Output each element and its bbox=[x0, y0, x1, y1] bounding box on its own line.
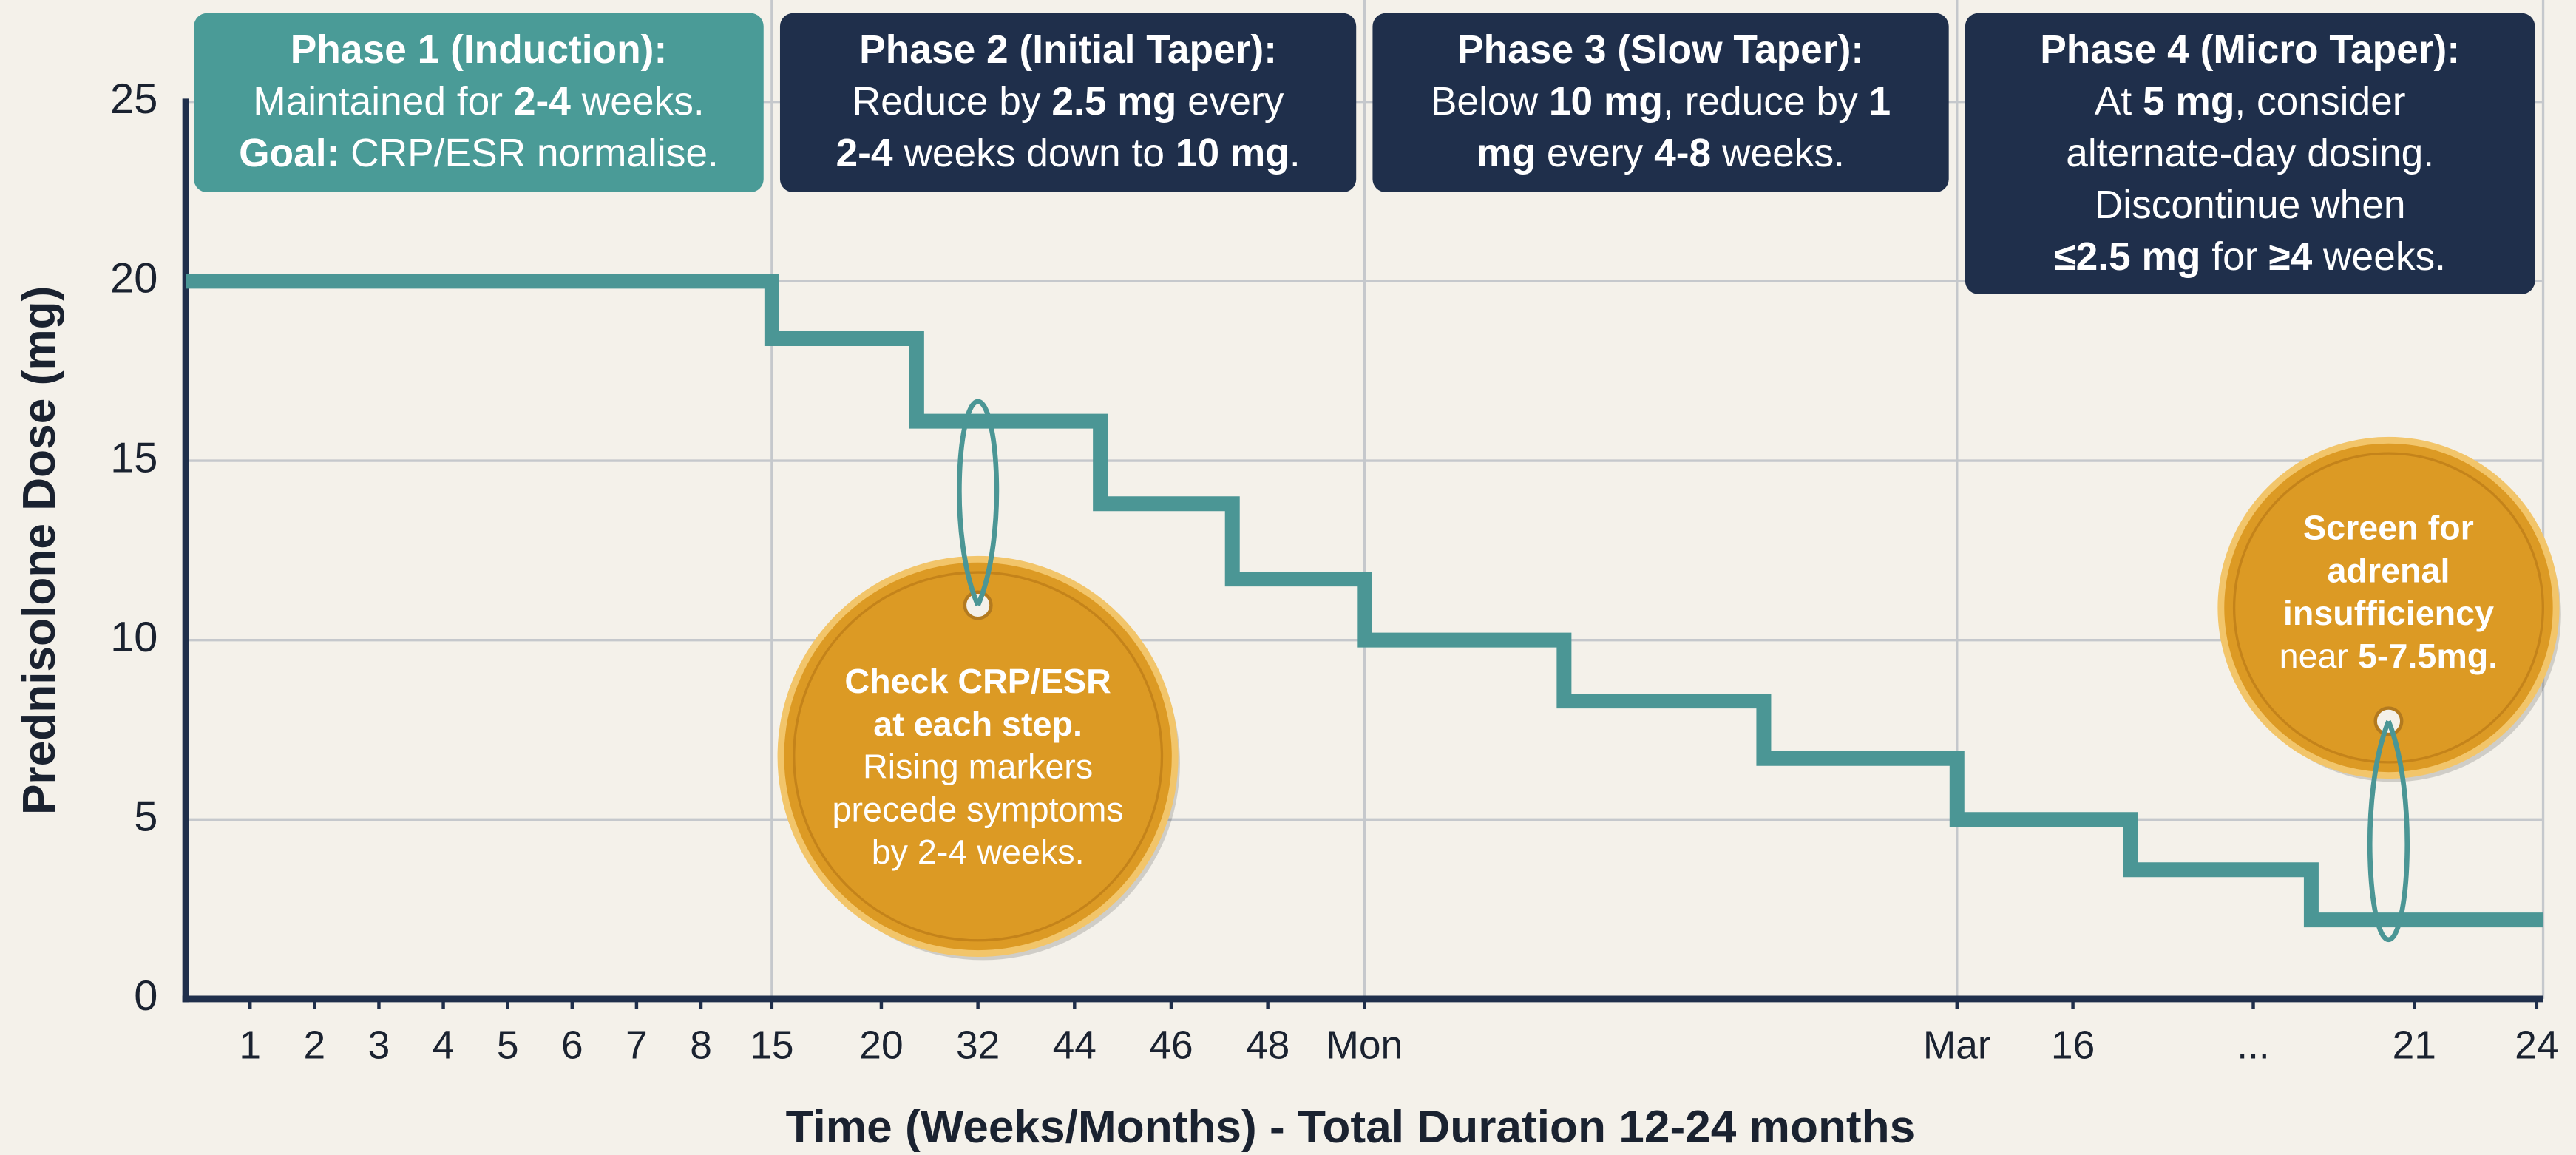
text-run: 5 mg bbox=[2143, 80, 2234, 123]
text-run: every bbox=[1176, 80, 1284, 123]
x-tick-label: 7 bbox=[626, 1024, 648, 1068]
text-line: 2-4 weeks down to 10 mg. bbox=[835, 132, 1300, 175]
text-line: Rising markers bbox=[863, 748, 1093, 786]
text-run: 4-8 bbox=[1654, 132, 1711, 175]
text-line: Check CRP/ESR bbox=[844, 662, 1111, 700]
text-line: precede symptoms bbox=[833, 790, 1124, 829]
text-run: 2-4 bbox=[835, 132, 892, 175]
x-tick-label: 46 bbox=[1149, 1024, 1193, 1068]
tag-hole bbox=[965, 592, 992, 619]
text-run: 1 bbox=[1869, 80, 1891, 123]
x-tick-label: 6 bbox=[561, 1024, 583, 1068]
x-tick-label: 2 bbox=[304, 1024, 326, 1068]
text-run: At bbox=[2095, 80, 2143, 123]
y-tick-label: 25 bbox=[110, 75, 157, 123]
phase-box: Phase 2 (Initial Taper): Reduce by 2.5 mg… bbox=[780, 13, 1356, 192]
x-tick-label: 8 bbox=[690, 1024, 712, 1068]
text-line: Goal: CRP/ESR normalise. bbox=[239, 132, 719, 175]
text-line: At 5 mg, consider bbox=[2095, 80, 2406, 123]
text-run: , consider bbox=[2234, 80, 2405, 123]
x-tick-label: 21 bbox=[2393, 1024, 2436, 1068]
text-run: by 2-4 weeks. bbox=[872, 833, 1085, 872]
phase-title: Phase 4 (Micro Taper): bbox=[2040, 28, 2460, 72]
phase-box: Phase 4 (Micro Taper): At 5 mg, consider a… bbox=[1965, 13, 2535, 294]
x-tick-label: 5 bbox=[497, 1024, 519, 1068]
text-run: Check CRP/ESR bbox=[844, 662, 1111, 700]
text-run: 10 mg bbox=[1176, 132, 1289, 175]
x-tick-label: Mar bbox=[1923, 1024, 1991, 1068]
text-run: Maintained for bbox=[253, 80, 514, 123]
text-line: adrenal bbox=[2327, 552, 2450, 590]
x-tick-label: 32 bbox=[956, 1024, 1000, 1068]
text-run: insufficiency bbox=[2283, 594, 2494, 632]
text-line: at each step. bbox=[873, 705, 1082, 743]
text-line: alternate-day dosing. bbox=[2066, 132, 2434, 175]
text-run: 10 mg bbox=[1549, 80, 1663, 123]
y-axis-label: Prednisolone Dose (mg) bbox=[14, 286, 65, 815]
text-run: Screen for bbox=[2303, 509, 2474, 547]
text-run: ≤2.5 mg bbox=[2054, 235, 2200, 279]
text-run: precede symptoms bbox=[833, 790, 1124, 829]
x-axis-label: Time (Weeks/Months) - Total Duration 12-… bbox=[786, 1102, 1916, 1153]
text-run: 2.5 mg bbox=[1051, 80, 1176, 123]
text-line: Screen for bbox=[2303, 509, 2474, 547]
y-tick-label: 15 bbox=[110, 434, 157, 481]
phase-box: Phase 3 (Slow Taper): Below 10 mg, reduce… bbox=[1372, 13, 1948, 192]
text-run: CRP/ESR normalise. bbox=[339, 132, 719, 175]
page: {"chart_data":{ "type":"step", "x_label"… bbox=[0, 0, 2576, 1155]
text-run: weeks. bbox=[2312, 235, 2446, 279]
x-tick-label: 24 bbox=[2515, 1024, 2558, 1068]
phase-title: Phase 1 (Induction): bbox=[291, 28, 667, 72]
y-tick-label: 10 bbox=[110, 614, 157, 661]
text-run: Rising markers bbox=[863, 748, 1093, 786]
text-line: insufficiency bbox=[2283, 594, 2494, 632]
x-tick-label: 16 bbox=[2051, 1024, 2095, 1068]
text-run: Discontinue when bbox=[2095, 183, 2406, 227]
y-tick-label: 0 bbox=[134, 972, 157, 1020]
text-run: weeks. bbox=[1711, 132, 1845, 175]
text-run: for bbox=[2200, 235, 2268, 279]
text-run: mg bbox=[1477, 132, 1536, 175]
x-tick-label: 20 bbox=[859, 1024, 903, 1068]
y-tick-label: 20 bbox=[110, 255, 157, 302]
y-tick-label: 5 bbox=[134, 793, 157, 841]
x-tick-label: 48 bbox=[1246, 1024, 1289, 1068]
text-line: Discontinue when bbox=[2095, 183, 2406, 227]
text-run: near bbox=[2280, 637, 2358, 675]
x-tick-label: Mon bbox=[1326, 1024, 1403, 1068]
text-run: weeks down to bbox=[893, 132, 1176, 175]
x-tick-label: 44 bbox=[1053, 1024, 1097, 1068]
text-line: Below 10 mg, reduce by 1 bbox=[1431, 80, 1891, 123]
text-run: weeks. bbox=[571, 80, 705, 123]
text-line: Reduce by 2.5 mg every bbox=[853, 80, 1284, 123]
text-run: , reduce by bbox=[1663, 80, 1869, 123]
text-run: adrenal bbox=[2327, 552, 2450, 590]
text-line: Maintained for 2-4 weeks. bbox=[253, 80, 704, 123]
x-tick-label: 1 bbox=[239, 1024, 261, 1068]
text-run: Goal: bbox=[239, 132, 339, 175]
chart: Time (Weeks/Months) - Total Duration 12-… bbox=[0, 0, 2576, 1155]
phase-title: Phase 2 (Initial Taper): bbox=[859, 28, 1277, 72]
text-run: every bbox=[1536, 132, 1654, 175]
text-run: at each step. bbox=[873, 705, 1082, 743]
text-run: Reduce by bbox=[853, 80, 1052, 123]
text-line: near 5-7.5mg. bbox=[2280, 637, 2498, 675]
text-run: 5-7.5mg. bbox=[2358, 637, 2498, 675]
x-tick-label: 15 bbox=[750, 1024, 793, 1068]
text-run: 2-4 bbox=[514, 80, 571, 123]
text-line: mg every 4-8 weeks. bbox=[1477, 132, 1845, 175]
text-line: by 2-4 weeks. bbox=[872, 833, 1085, 872]
text-run: alternate-day dosing. bbox=[2066, 132, 2434, 175]
text-line: ≤2.5 mg for ≥4 weeks. bbox=[2054, 235, 2446, 279]
x-tick-label: ... bbox=[2237, 1024, 2269, 1068]
text-run: ≥4 bbox=[2268, 235, 2312, 279]
text-run: . bbox=[1289, 132, 1301, 175]
x-tick-label: 4 bbox=[433, 1024, 455, 1068]
x-tick-label: 3 bbox=[368, 1024, 390, 1068]
text-run: Below bbox=[1431, 80, 1549, 123]
phase-title: Phase 3 (Slow Taper): bbox=[1457, 28, 1864, 72]
phase-box: Phase 1 (Induction): Maintained for 2-4 w… bbox=[194, 13, 764, 192]
callout-tag: Check CRP/ESR at each step. Rising markers… bbox=[781, 402, 1180, 960]
